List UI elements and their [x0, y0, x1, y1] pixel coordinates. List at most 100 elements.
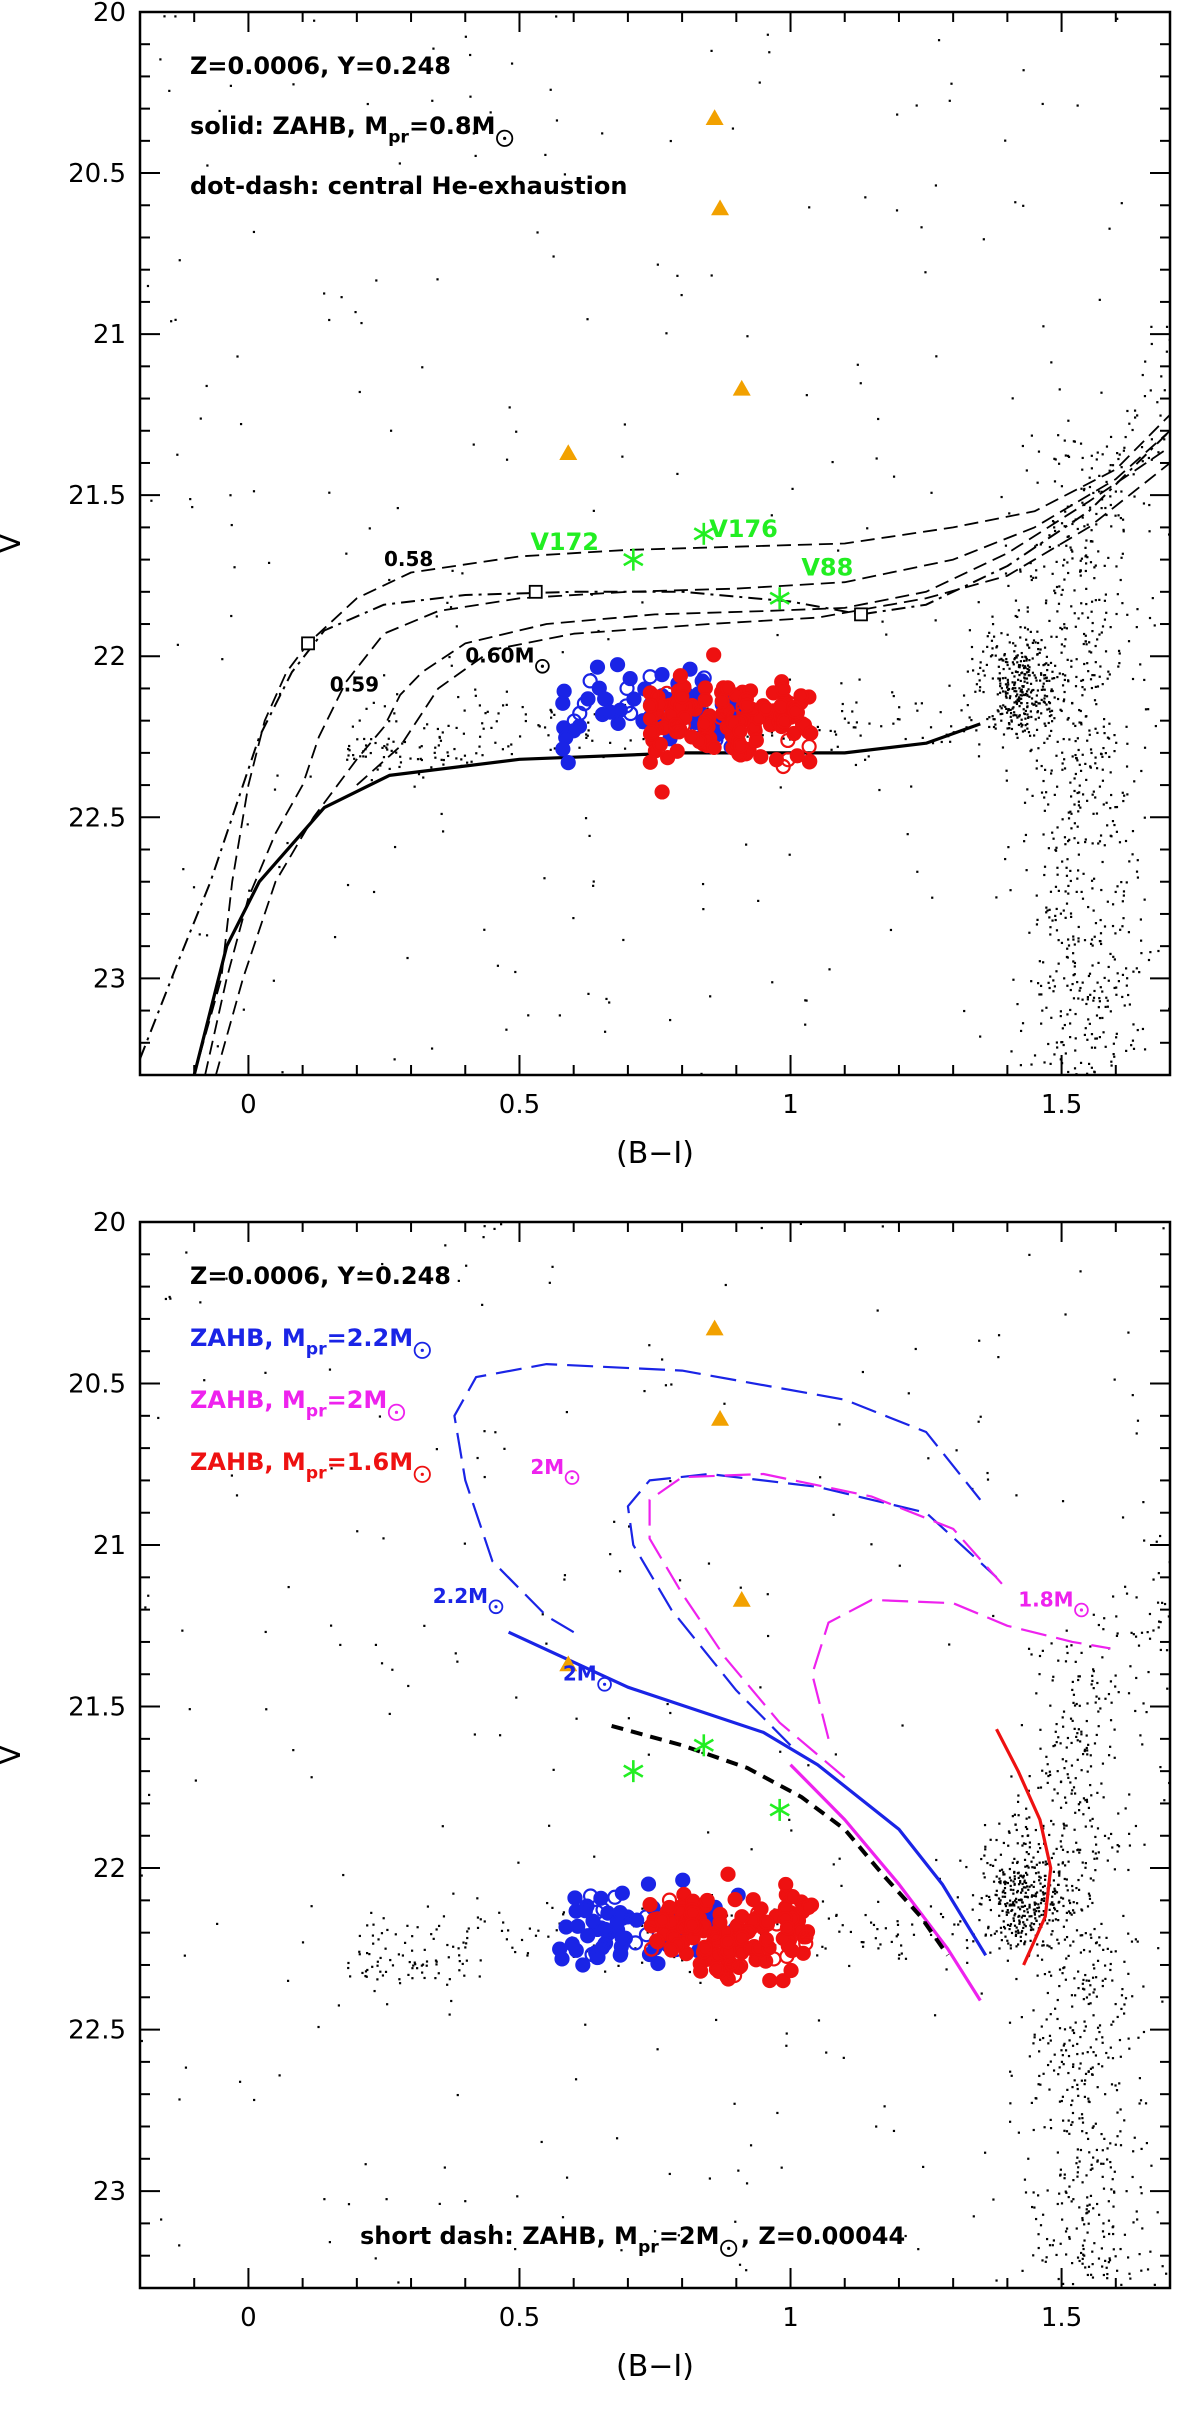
field-star [1056, 873, 1059, 876]
field-star [360, 321, 363, 325]
field-star [1043, 663, 1046, 666]
field-star [1027, 1852, 1030, 1856]
field-star [1040, 698, 1043, 702]
field-star [510, 752, 513, 756]
hb-star-blue [567, 1890, 583, 1906]
field-star [1148, 1612, 1152, 1616]
field-star [1056, 2202, 1059, 2206]
field-star [956, 1896, 959, 1899]
field-star [1104, 593, 1107, 596]
field-star [991, 677, 994, 680]
field-star [1001, 1895, 1004, 1898]
field-star [1005, 1913, 1008, 1916]
field-star [1062, 1822, 1065, 1825]
field-star [1023, 659, 1026, 663]
field-star [1102, 2273, 1105, 2277]
field-star [1031, 794, 1034, 797]
field-star [1026, 706, 1029, 709]
field-star [547, 1935, 550, 1938]
field-star [841, 1924, 844, 1927]
field-star [1107, 670, 1110, 673]
field-star [1081, 1982, 1084, 1985]
field-star [1035, 728, 1039, 732]
field-star [1016, 1861, 1019, 1865]
field-star [434, 1959, 438, 1962]
field-star [1045, 911, 1048, 914]
field-star [1028, 1905, 1031, 1909]
field-star [1081, 685, 1084, 689]
field-star [1057, 1901, 1060, 1904]
field-star [1119, 578, 1122, 582]
field-star [1017, 1871, 1020, 1874]
field-star [1079, 2062, 1082, 2065]
field-star [1058, 388, 1061, 391]
field-star [1083, 2029, 1086, 2032]
field-star [745, 2182, 749, 2185]
field-star [1095, 1695, 1098, 1698]
field-star [1026, 1908, 1029, 1911]
field-star [1119, 2247, 1122, 2251]
field-star [216, 1922, 219, 1926]
field-star [1049, 926, 1052, 929]
field-star [790, 1829, 793, 1832]
field-star [1060, 2060, 1064, 2063]
field-star [514, 2247, 517, 2251]
field-star [828, 968, 831, 971]
field-star [868, 722, 871, 725]
hb-star-red [784, 1889, 801, 1905]
field-star [1117, 457, 1120, 461]
field-star [1077, 800, 1080, 803]
field-star [957, 1923, 960, 1926]
field-star [505, 690, 508, 693]
field-star [1127, 1932, 1130, 1935]
field-star [1042, 961, 1045, 964]
field-star [1075, 658, 1078, 661]
field-star [1022, 1876, 1025, 1879]
field-star [1006, 1909, 1009, 1912]
field-star [1112, 2232, 1115, 2236]
field-star [1113, 2170, 1116, 2173]
field-star [1074, 1049, 1077, 1052]
field-star [1092, 2014, 1095, 2017]
field-star [1007, 708, 1010, 711]
field-star [1093, 2242, 1096, 2245]
field-star [1123, 2003, 1126, 2006]
field-star [1071, 550, 1074, 553]
field-star [1052, 837, 1055, 840]
field-star [1082, 1797, 1086, 1800]
field-star [1020, 1916, 1023, 1919]
field-star [434, 1977, 437, 1980]
field-star [1116, 2111, 1119, 2114]
field-star [1010, 1775, 1013, 1778]
field-star [454, 1652, 457, 1655]
field-star [1077, 1848, 1080, 1851]
field-star [365, 1951, 369, 1955]
field-star [1110, 2188, 1113, 2191]
field-star [1021, 1889, 1024, 1892]
field-star [842, 2056, 845, 2059]
field-star [1105, 996, 1108, 999]
field-star [1131, 1995, 1134, 1998]
field-star [1046, 2189, 1049, 2192]
field-star [1053, 480, 1057, 483]
field-star [572, 916, 575, 920]
field-star [1114, 490, 1117, 493]
field-star [1010, 720, 1013, 723]
field-star [339, 1643, 342, 1647]
field-star [1048, 2088, 1051, 2091]
field-star [1037, 2246, 1040, 2250]
field-star [1004, 690, 1007, 693]
field-star [950, 82, 953, 85]
field-star [603, 1030, 607, 1033]
field-star [1059, 1014, 1062, 1018]
special-markers [559, 1319, 790, 1821]
field-star [1132, 2221, 1135, 2224]
field-star [1053, 529, 1057, 533]
field-star [1109, 463, 1112, 467]
field-star [627, 1717, 630, 1720]
field-star [1034, 2217, 1038, 2221]
field-star [999, 1882, 1002, 1885]
field-star [1014, 201, 1017, 204]
field-star [982, 238, 985, 241]
field-star [1114, 2002, 1117, 2006]
